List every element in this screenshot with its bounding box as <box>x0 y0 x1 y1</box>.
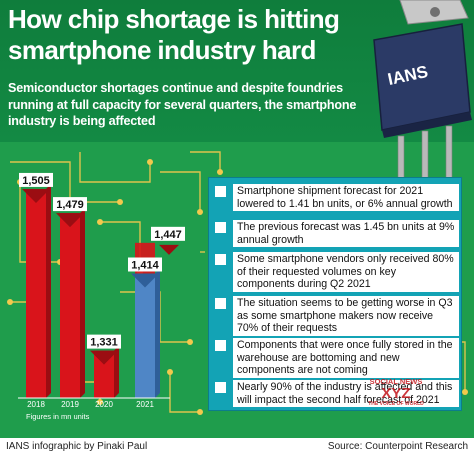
info-item: Smartphone shipment forecast for 2021 lo… <box>215 184 459 212</box>
bullet-icon <box>215 222 226 233</box>
info-item: The previous forecast was 1.45 bn units … <box>215 220 459 248</box>
stamp-line: XYZ <box>381 385 411 402</box>
value-label-box <box>19 172 53 187</box>
info-text: Components that were once fully stored i… <box>233 338 459 378</box>
value-label-box <box>87 334 121 349</box>
watermark-stamp: SOCIAL NEWS XYZ THE VOICE OF WORLD <box>356 377 436 408</box>
x-axis: 2018 2019 2020 2021 <box>18 397 170 409</box>
info-item: The situation seems to be getting worse … <box>215 296 459 336</box>
bar-cap <box>56 213 84 228</box>
value-label: 1,331 <box>90 337 118 349</box>
bar-cap <box>22 188 50 203</box>
value-label: 1,414 <box>131 259 159 271</box>
page-subtitle: Semiconductor shortages continue and des… <box>8 81 357 128</box>
bar-side <box>46 183 51 398</box>
stamp-line: SOCIAL NEWS <box>369 377 423 386</box>
x-tick-label: 2018 <box>27 400 45 409</box>
value-label: 1,505 <box>22 175 50 187</box>
x-tick-label: 2021 <box>136 400 154 409</box>
bar-side <box>80 208 85 398</box>
page-title: How chip shortage is hitting smartphone … <box>8 4 340 65</box>
units-note: Figures in mn units <box>26 412 90 421</box>
info-text: The previous forecast was 1.45 bn units … <box>233 220 459 248</box>
bar-cap <box>131 273 159 288</box>
x-tick-label: 2019 <box>61 400 79 409</box>
bullet-icon <box>215 298 226 309</box>
value-label-box <box>128 257 162 272</box>
footer: IANS infographic by Pinaki Paul Source: … <box>0 438 474 456</box>
chip-illustration-icon <box>373 0 472 187</box>
info-text: The situation seems to be getting worse … <box>233 296 459 336</box>
info-text: Some smartphone vendors only received 80… <box>233 252 459 292</box>
bar-cap <box>90 350 118 365</box>
bar-side <box>155 268 160 398</box>
bullet-icon <box>215 340 226 351</box>
bullet-icon <box>215 382 226 393</box>
bar <box>135 273 155 398</box>
labels-layer: 1,505 1,479 1,331 1,414 1,447 <box>19 172 185 349</box>
info-item: Nearly 90% of the industry is affected a… <box>215 380 459 408</box>
bar <box>94 350 114 398</box>
bars-layer <box>22 183 179 398</box>
forecast-label-box <box>151 226 185 241</box>
info-text: Nearly 90% of the industry is affected a… <box>233 380 459 408</box>
value-label-box <box>53 197 87 212</box>
bullet-icon <box>215 186 226 197</box>
source-text: Source: Counterpoint Research <box>327 441 468 452</box>
value-label: 1,479 <box>56 199 84 211</box>
forecast-label: 1,447 <box>154 229 182 241</box>
bar-side <box>114 345 119 398</box>
bar <box>60 213 80 398</box>
stamp-line: THE VOICE OF WORLD <box>368 401 424 407</box>
info-item: Components that were once fully stored i… <box>215 338 459 378</box>
info-item: Some smartphone vendors only received 80… <box>215 252 459 292</box>
bar <box>26 188 46 398</box>
credit-text: IANS infographic by Pinaki Paul <box>6 441 148 452</box>
bullet-icon <box>215 254 226 265</box>
info-panel: Smartphone shipment forecast for 2021 lo… <box>208 177 462 411</box>
x-tick-label: 2020 <box>95 400 113 409</box>
info-text: Smartphone shipment forecast for 2021 lo… <box>233 184 459 212</box>
previous-forecast-cap <box>159 244 179 255</box>
